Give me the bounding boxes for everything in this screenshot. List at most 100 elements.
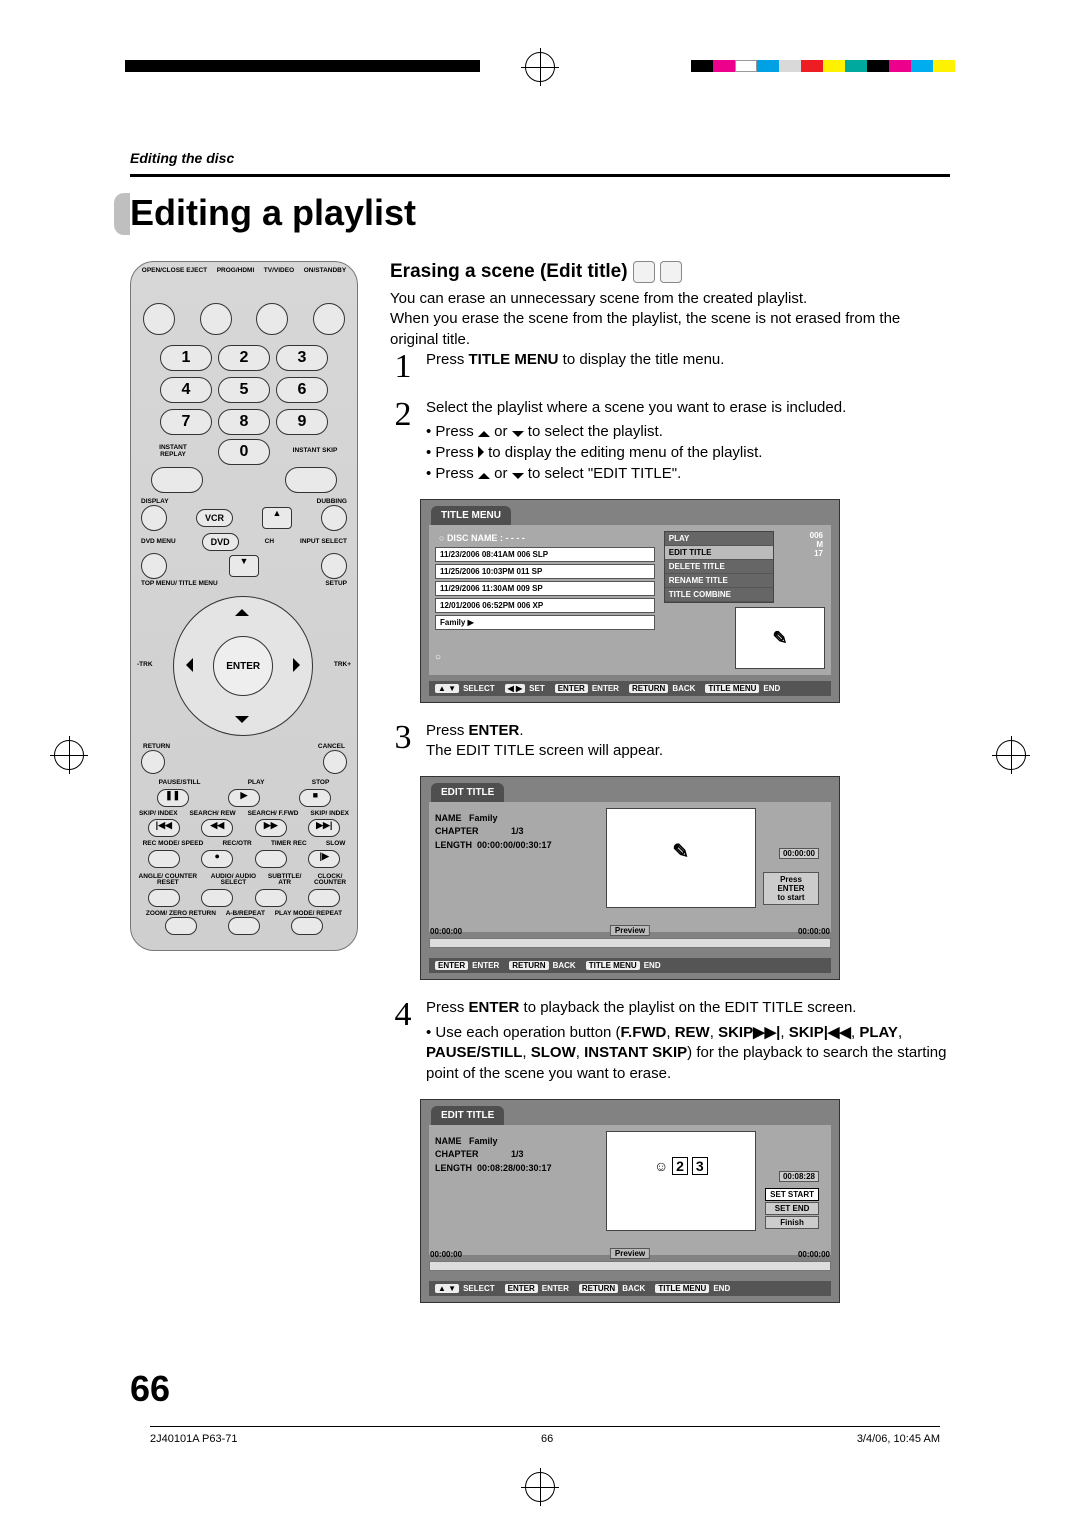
- num-8[interactable]: 8: [218, 409, 270, 435]
- zoom-button[interactable]: [165, 917, 197, 935]
- nav-down-icon[interactable]: [235, 716, 249, 730]
- eject-button[interactable]: [143, 303, 175, 335]
- return-button[interactable]: [141, 750, 165, 774]
- step-number-1: 1: [390, 350, 416, 384]
- action-finish[interactable]: Finish: [765, 1216, 819, 1229]
- page-number: 66: [130, 1368, 170, 1410]
- label-setup: SETUP: [325, 581, 347, 588]
- num-3[interactable]: 3: [276, 345, 328, 371]
- ch-up-button[interactable]: ▲: [262, 507, 292, 529]
- nav-up-icon[interactable]: [235, 602, 249, 616]
- abrepeat-button[interactable]: [228, 917, 260, 935]
- ffwd-button[interactable]: ▶▶: [255, 819, 287, 837]
- dvd-button[interactable]: DVD: [202, 533, 239, 551]
- instant-skip-button[interactable]: [285, 467, 337, 493]
- numpad: 1 2 3 4 5 6 7 8 9: [131, 345, 357, 435]
- osd-footer: ▲ ▼SELECT◀ ▶SETENTERENTERRETURNBACKTITLE…: [429, 681, 831, 696]
- registration-mark-icon: [996, 740, 1026, 770]
- edit-title-tab: EDIT TITLE: [431, 1106, 504, 1125]
- play-button[interactable]: ▶: [228, 789, 260, 807]
- tvvideo-button[interactable]: [256, 303, 288, 335]
- standby-button[interactable]: [313, 303, 345, 335]
- dvd-menu-button[interactable]: [141, 553, 167, 579]
- action-set-start[interactable]: SET START: [765, 1188, 819, 1201]
- num-1[interactable]: 1: [160, 345, 212, 371]
- num-2[interactable]: 2: [218, 345, 270, 371]
- action-set-end[interactable]: SET END: [765, 1202, 819, 1215]
- instant-replay-button[interactable]: [151, 467, 203, 493]
- slow-button[interactable]: |▶: [308, 850, 340, 868]
- menu-rename-title[interactable]: RENAME TITLE: [665, 574, 773, 588]
- audio-button[interactable]: [201, 889, 233, 907]
- footer-right: 3/4/06, 10:45 AM: [857, 1433, 940, 1445]
- ch-down-button[interactable]: ▼: [229, 555, 259, 577]
- stop-button[interactable]: ■: [299, 789, 331, 807]
- enter-button[interactable]: ENTER: [213, 636, 273, 696]
- label-standby: ON/STANDBY: [304, 268, 347, 275]
- skip-next-button[interactable]: ▶▶|: [308, 819, 340, 837]
- label-pause: PAUSE/STILL: [159, 780, 201, 787]
- subtitle-button[interactable]: [255, 889, 287, 907]
- nav-right-icon[interactable]: [293, 658, 307, 672]
- num-6[interactable]: 6: [276, 377, 328, 403]
- vcr-button[interactable]: VCR: [196, 509, 233, 527]
- step-2-body: Select the playlist where a scene you wa…: [426, 398, 950, 485]
- label-top-menu: TOP MENU/ TITLE MENU: [141, 581, 218, 588]
- label-dubbing: DUBBING: [317, 499, 347, 506]
- recmode-button[interactable]: [148, 850, 180, 868]
- list-item[interactable]: 11/25/2006 10:03PM 011 SP: [435, 564, 655, 579]
- label-trk-plus: TRK+: [334, 662, 351, 669]
- pause-button[interactable]: ❚❚: [157, 789, 189, 807]
- title-pill-icon: [114, 193, 130, 235]
- step2-bullet-2: Press to display the editing menu of the…: [426, 443, 950, 464]
- rew-button[interactable]: ◀◀: [201, 819, 233, 837]
- num-4[interactable]: 4: [160, 377, 212, 403]
- hint-press-enter: Press ENTER to start: [763, 872, 819, 905]
- angle-button[interactable]: [148, 889, 180, 907]
- timerrec-button[interactable]: [255, 850, 287, 868]
- skip-prev-button[interactable]: |◀◀: [148, 819, 180, 837]
- lbl-chapter: CHAPTER: [435, 1149, 479, 1159]
- list-item[interactable]: 12/01/2006 06:52PM 006 XP: [435, 598, 655, 613]
- right-triangle-icon: [478, 446, 484, 458]
- menu-delete-title[interactable]: DELETE TITLE: [665, 560, 773, 574]
- footer-left: 2J40101A P63-71: [150, 1433, 237, 1445]
- display-button[interactable]: [141, 505, 167, 531]
- list-item[interactable]: 11/29/2006 11:30AM 009 SP: [435, 581, 655, 596]
- clock-button[interactable]: [308, 889, 340, 907]
- step-4-body: Press ENTER to playback the playlist on …: [426, 998, 950, 1085]
- label-angle: ANGLE/ COUNTER RESET: [133, 874, 203, 887]
- num-5[interactable]: 5: [218, 377, 270, 403]
- cancel-button[interactable]: [323, 750, 347, 774]
- lbl-name: NAME: [435, 813, 462, 823]
- menu-edit-title[interactable]: EDIT TITLE: [665, 546, 773, 560]
- list-item-selected[interactable]: Family ▶: [435, 615, 655, 630]
- step-1-body: Press TITLE MENU to display the title me…: [426, 350, 950, 384]
- label-play: PLAY: [248, 780, 265, 787]
- menu-play[interactable]: PLAY: [665, 532, 773, 546]
- proghdmi-button[interactable]: [200, 303, 232, 335]
- recotr-button[interactable]: ●: [201, 850, 233, 868]
- menu-title-combine[interactable]: TITLE COMBINE: [665, 588, 773, 602]
- up-triangle-icon: [478, 431, 490, 437]
- side-val: M: [810, 540, 823, 549]
- num-9[interactable]: 9: [276, 409, 328, 435]
- num-0[interactable]: 0: [218, 439, 270, 465]
- label-dvd-menu: DVD MENU: [141, 539, 176, 546]
- page-title: Editing a playlist: [130, 195, 950, 231]
- dvd-label: DVD: [211, 537, 230, 547]
- step3b-text: The EDIT TITLE screen will appear.: [426, 742, 663, 759]
- playmode-button[interactable]: [291, 917, 323, 935]
- page-title-text: Editing a playlist: [130, 192, 416, 233]
- divider: [130, 174, 950, 177]
- list-item[interactable]: 11/23/2006 08:41AM 006 SLP: [435, 547, 655, 562]
- num-7[interactable]: 7: [160, 409, 212, 435]
- thumbnail: ✎: [606, 808, 756, 908]
- input-select-button[interactable]: [321, 553, 347, 579]
- dubbing-button[interactable]: [321, 505, 347, 531]
- time-right: 00:00:00: [798, 927, 830, 936]
- nav-left-icon[interactable]: [179, 658, 193, 672]
- step2-bullet-1: Press or to select the playlist.: [426, 422, 950, 443]
- preview-label: Preview: [610, 925, 650, 936]
- step4-bullet: Use each operation button (F.FWD, REW, S…: [426, 1023, 950, 1085]
